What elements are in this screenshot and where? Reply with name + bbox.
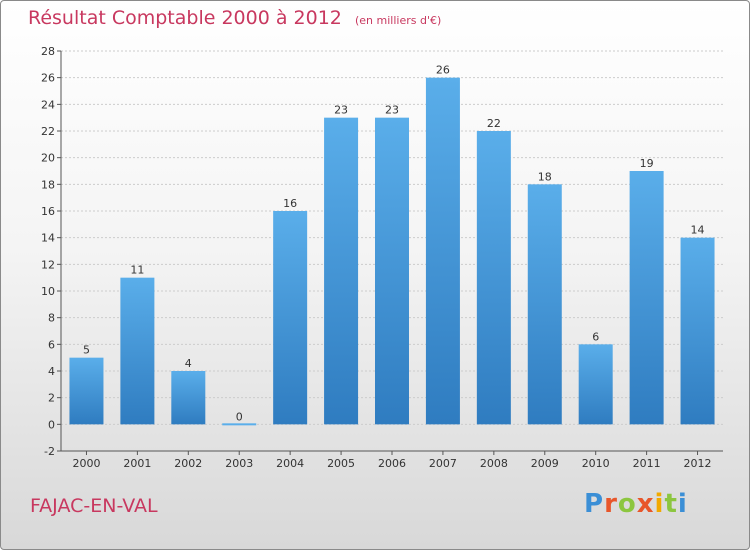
bar (476, 131, 511, 425)
x-tick-label: 2006 (378, 457, 406, 470)
y-tick-label: 24 (41, 98, 55, 111)
x-tick-label: 2012 (684, 457, 712, 470)
x-tick-label: 2008 (480, 457, 508, 470)
bar (69, 357, 104, 425)
brand-letter: i (677, 489, 688, 519)
x-tick-label: 2009 (531, 457, 559, 470)
data-label: 6 (592, 330, 599, 343)
data-label: 4 (185, 357, 192, 370)
bar (375, 117, 409, 425)
x-tick-label: 2003 (225, 457, 253, 470)
brand-letter: o (617, 489, 637, 519)
bar (629, 171, 664, 425)
x-tick-label: 2001 (123, 457, 151, 470)
brand-letter: t (664, 489, 678, 519)
data-label: 23 (385, 104, 399, 117)
brand-letter: P (584, 489, 605, 519)
data-label: 19 (640, 157, 654, 170)
bar (120, 277, 155, 425)
y-tick-label: 16 (41, 205, 55, 218)
bar (680, 237, 715, 425)
bar (578, 344, 613, 425)
brand-logo: Proxiti (584, 489, 688, 519)
label-layer: 5 11 4 0 16 23 23 26 22 18 6 19 14 (83, 64, 705, 424)
bar (527, 184, 562, 425)
y-tick-label: 14 (41, 232, 55, 245)
brand-letter: i (654, 489, 665, 519)
data-label: 26 (436, 64, 450, 77)
brand-letter: x (636, 489, 655, 519)
x-tick-label: 2007 (429, 457, 457, 470)
data-label: 0 (236, 410, 243, 423)
x-tick-label: 2004 (276, 457, 304, 470)
commune-name: FAJAC-EN-VAL (30, 495, 158, 517)
y-tick-label: 6 (48, 338, 55, 351)
x-tick-label: 2000 (72, 457, 100, 470)
y-tick-label: 10 (41, 285, 55, 298)
data-label: 18 (538, 170, 552, 183)
chart-subtitle: (en milliers d'€) (354, 14, 442, 27)
title-row: Résultat Comptable 2000 à 2012 (en milli… (28, 7, 441, 29)
bar (222, 423, 257, 426)
y-tick-label: 2 (48, 392, 55, 405)
y-tick-label: 4 (48, 365, 55, 378)
bar (425, 77, 460, 425)
y-tick-label: 22 (41, 125, 55, 138)
bar (273, 211, 308, 425)
y-tick-label: 20 (41, 152, 55, 165)
data-label: 14 (691, 224, 705, 237)
x-tick-label: 2011 (633, 457, 661, 470)
x-tick-label: 2002 (174, 457, 202, 470)
data-label: 16 (283, 197, 297, 210)
bar (324, 117, 359, 425)
chart-title: Résultat Comptable 2000 à 2012 (28, 7, 342, 29)
bar (171, 371, 206, 425)
data-label: 11 (130, 264, 144, 277)
y-tick-label: 26 (41, 72, 55, 85)
y-tick-label: 8 (48, 312, 55, 325)
x-tick-label: 2010 (582, 457, 610, 470)
brand-letter: r (604, 489, 618, 519)
y-tick-label: 18 (41, 178, 55, 191)
y-tick-label: 28 (41, 45, 55, 58)
y-tick-label: 0 (48, 418, 55, 431)
bar-layer (69, 77, 715, 426)
y-tick-label: -2 (44, 445, 55, 458)
y-tick-label: 12 (41, 258, 55, 271)
data-label: 23 (334, 104, 348, 117)
x-tick-label: 2005 (327, 457, 355, 470)
data-label: 22 (487, 117, 501, 130)
data-label: 5 (83, 344, 90, 357)
